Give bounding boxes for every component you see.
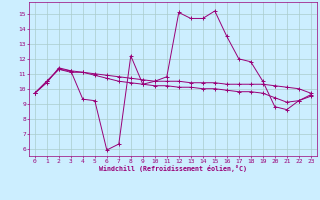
X-axis label: Windchill (Refroidissement éolien,°C): Windchill (Refroidissement éolien,°C): [99, 165, 247, 172]
